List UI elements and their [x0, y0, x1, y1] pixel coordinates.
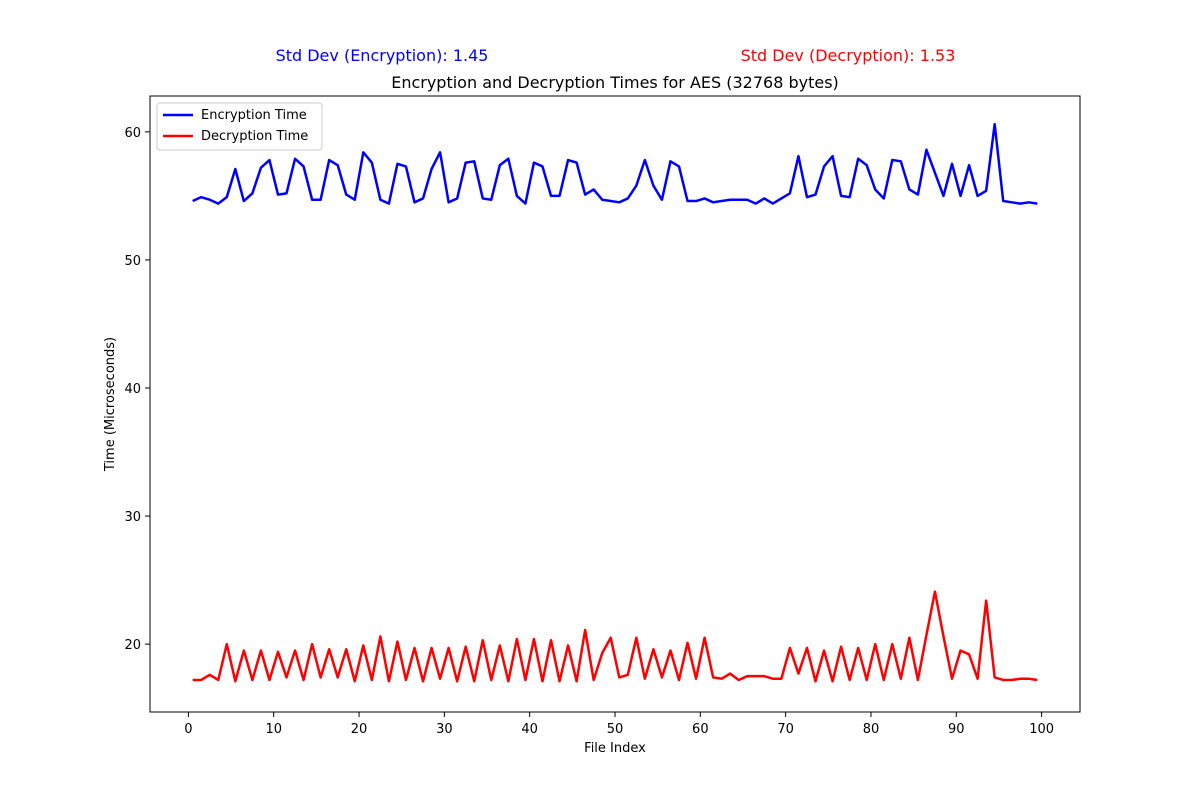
x-tick-label: 100 [1029, 722, 1054, 737]
y-tick-label: 40 [124, 382, 141, 397]
decryption-time-line [192, 590, 1038, 683]
legend: Encryption Time Decryption Time [156, 102, 323, 151]
y-tick-label: 60 [124, 126, 141, 141]
x-tick-label: 0 [184, 722, 192, 737]
x-tick-label: 60 [692, 722, 709, 737]
y-axis-label: Time (Microseconds) [103, 337, 118, 472]
y-tick-label: 30 [124, 510, 141, 525]
y-axis: 20 30 40 50 60 [124, 126, 150, 653]
legend-label-encryption: Encryption Time [201, 108, 307, 123]
y-tick-label: 20 [124, 638, 141, 653]
x-tick-label: 90 [948, 722, 965, 737]
legend-box [156, 102, 323, 151]
x-tick-label: 30 [436, 722, 453, 737]
x-tick-label: 80 [863, 722, 880, 737]
x-tick-label: 20 [351, 722, 368, 737]
x-axis-label: File Index [584, 741, 646, 756]
plot-background [150, 96, 1080, 712]
encryption-time-line [192, 122, 1038, 205]
x-axis: 0 10 20 30 40 50 60 70 80 90 100 [184, 712, 1054, 737]
x-tick-label: 40 [521, 722, 538, 737]
series-layer [192, 122, 1038, 683]
x-tick-label: 70 [777, 722, 794, 737]
x-tick-label: 50 [607, 722, 624, 737]
legend-label-decryption: Decryption Time [201, 129, 308, 144]
encryption-std-dev-label: Std Dev (Encryption): 1.45 [276, 46, 489, 65]
y-tick-label: 50 [124, 254, 141, 269]
x-tick-label: 10 [265, 722, 282, 737]
plot-area [149, 95, 1081, 713]
chart-title: Encryption and Decryption Times for AES … [391, 73, 839, 92]
decryption-std-dev-label: Std Dev (Decryption): 1.53 [741, 46, 956, 65]
